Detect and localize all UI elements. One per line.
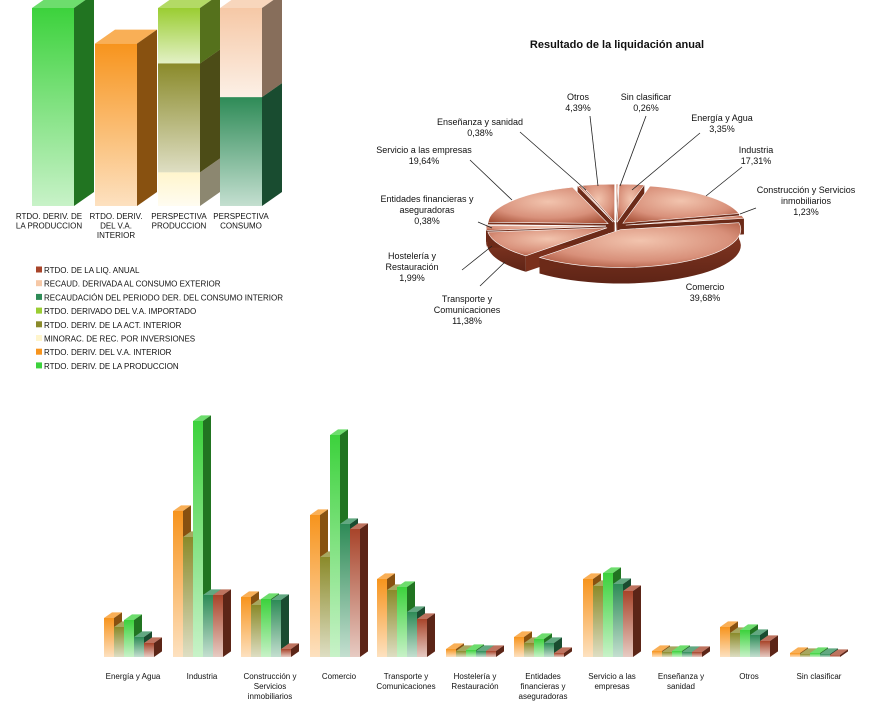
grouped-bar-10-4: [830, 649, 848, 657]
grouped-bar-7-4: [623, 585, 641, 657]
legend-label: RTDO. DERIV. DEL V.A. INTERIOR: [44, 348, 172, 357]
grouped-bar-chart: Energía y Agua Industria Construcción y Ser…: [104, 415, 848, 701]
grouped-category-label: Otros: [739, 672, 759, 681]
legend-item: RTDO. DERIV. DEL V.A. INTERIOR: [36, 348, 172, 357]
pie-slice: [615, 183, 619, 239]
pie-leader-line: [619, 115, 647, 187]
pie-label: Hostelería y Restauración 1,99%: [385, 251, 438, 283]
stack-category-label: RTDO. DERIV. DEL V.A. INTERIOR: [90, 212, 143, 240]
grouped-category-label: Comercio: [322, 672, 357, 681]
grouped-category-label: Entidades financieras y aseguradoras: [519, 672, 568, 701]
legend-label: RTDO. DE LA LIQ. ANUAL: [44, 266, 140, 275]
legend-swatch: [36, 307, 42, 314]
pie-label: Transporte y Comunicaciones 11,38%: [434, 294, 501, 326]
legend-swatch: [36, 335, 42, 341]
grouped-bar-2-4: [281, 643, 299, 657]
pie-label: Comercio 39,68%: [686, 282, 725, 303]
pie-leader-line: [631, 132, 701, 191]
grouped-category-label: Industria: [187, 672, 218, 681]
stacked-bar-chart: RTDO. DERIV. DE LA PRODUCCION RTDO. DERIV.…: [16, 0, 282, 240]
stack-segment-3-6: [220, 0, 282, 98]
pie-labels: Sin clasificar 0,26% Energía y Agua 3,35% In…: [376, 92, 856, 326]
pie-title: Resultado de la liquidación anual: [530, 39, 704, 51]
legend-item: RTDO. DERIVADO DEL V.A. IMPORTADO: [36, 307, 196, 316]
pie-leader-line: [479, 261, 506, 287]
grouped-category-label: Transporte y Comunicaciones: [376, 672, 435, 691]
pie-leader-line: [519, 131, 587, 191]
stack-segment-2-3: [158, 49, 220, 173]
pie-label: Industria 17,31%: [739, 145, 774, 166]
legend-label: RTDO. DERIVADO DEL V.A. IMPORTADO: [44, 307, 196, 316]
legend-item: MINORAC. DE REC. POR INVERSIONES: [36, 335, 195, 344]
legend-swatch: [36, 293, 42, 300]
legend-swatch: [36, 266, 42, 273]
pie-leader-line: [589, 115, 599, 187]
stack-category-label: PERSPECTIVA PRODUCCION: [151, 212, 207, 231]
grouped-bar-3-4: [350, 523, 368, 657]
stack-category-label: PERSPECTIVA CONSUMO: [213, 212, 269, 231]
pie-leader-line: [739, 207, 757, 215]
grouped-bar-6-4: [554, 647, 572, 657]
pie-slices: [485, 183, 745, 284]
stack-segment-2-4: [158, 0, 220, 64]
legend-item: RECAUD. DERIVADA AL CONSUMO EXTERIOR: [36, 280, 221, 289]
pie-label: Sin clasificar 0,26%: [621, 92, 672, 113]
pie-leader-line: [469, 159, 513, 201]
legend-label: MINORAC. DE REC. POR INVERSIONES: [44, 335, 195, 344]
legend-label: RTDO. DERIV. DE LA ACT. INTERIOR: [44, 321, 182, 330]
legend-item: RECAUDACIÓN DEL PERIODO DER. DEL CONSUMO…: [36, 293, 283, 302]
legend-swatch: [36, 348, 42, 355]
legend-swatch: [36, 362, 42, 369]
legend-item: RTDO. DE LA LIQ. ANUAL: [36, 266, 140, 275]
legend-swatch: [36, 280, 42, 287]
legend: RTDO. DE LA LIQ. ANUAL RECAUD. DERIVADA A…: [36, 266, 283, 371]
pie-label: Servicio a las empresas 19,64%: [376, 145, 472, 166]
pie-label: Otros 4,39%: [565, 92, 591, 113]
stack-segment-0-0: [32, 0, 94, 206]
grouped-category-label: Servicio a las empresas: [588, 672, 636, 691]
grouped-category-label: Construcción y Servicios inmobiliarios: [244, 672, 297, 701]
grouped-bar-9-4: [760, 635, 778, 657]
grouped-bar-5-4: [486, 645, 504, 657]
grouped-bar-1-4: [213, 589, 231, 657]
pie-leader-line: [705, 166, 743, 197]
legend-label: RTDO. DERIV. DE LA PRODUCCION: [44, 362, 179, 371]
grouped-bar-8-4: [692, 646, 710, 657]
pie-leader-line: [477, 221, 493, 229]
legend-swatch: [36, 321, 42, 328]
pie-label: Enseñanza y sanidad 0,38%: [437, 117, 523, 138]
stack-category-label: RTDO. DERIV. DE LA PRODUCCION: [16, 212, 82, 231]
grouped-bar-2-3: [271, 594, 289, 657]
grouped-category-label: Hostelería y Restauración: [451, 672, 498, 691]
legend-label: RECAUDACIÓN DEL PERIODO DER. DEL CONSUMO…: [44, 293, 283, 302]
grouped-category-label: Energía y Agua: [106, 672, 161, 681]
stack-segment-3-5: [220, 83, 282, 206]
pie-label: Energía y Agua 3,35%: [691, 113, 753, 134]
pie-leader-line: [461, 245, 493, 271]
legend-item: RTDO. DERIV. DE LA ACT. INTERIOR: [36, 321, 182, 330]
pie-label: Construcción y Servicios inmobiliarios 1,2…: [757, 185, 856, 217]
pie-label: Entidades financieras y aseguradoras 0,38%: [380, 194, 474, 226]
pie-slice: [538, 222, 742, 284]
grouped-category-label: Enseñanza y sanidad: [658, 672, 704, 691]
grouped-category-label: Sin clasificar: [797, 672, 842, 681]
legend-item: RTDO. DERIV. DE LA PRODUCCION: [36, 362, 179, 371]
pie-chart: Resultado de la liquidación anual Sin cl…: [376, 39, 856, 326]
grouped-bar-0-4: [144, 637, 162, 657]
legend-label: RECAUD. DERIVADA AL CONSUMO EXTERIOR: [44, 280, 221, 289]
stack-segment-1-1: [95, 29, 157, 206]
grouped-bar-4-4: [417, 613, 435, 657]
